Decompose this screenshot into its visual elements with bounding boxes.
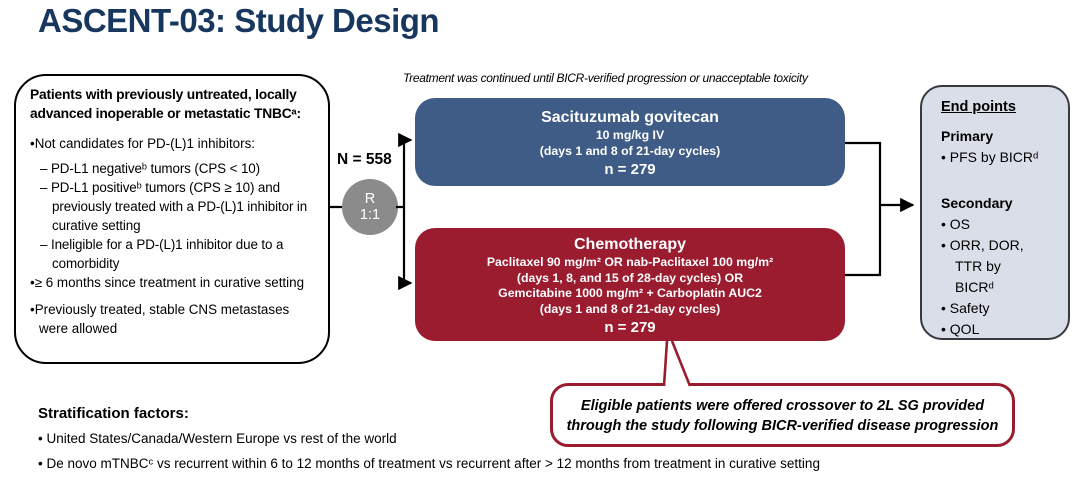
randomization-r: R bbox=[364, 191, 376, 207]
endpoint-item: • PFS by BICRᵈ bbox=[941, 149, 1039, 165]
eligibility-sub-bullet: – Ineligible for a PD-(L)1 inhibitor due… bbox=[40, 237, 284, 271]
endpoints-box: End points Primary • PFS by BICRᵈ Second… bbox=[920, 85, 1070, 340]
callout-tail-edge bbox=[662, 340, 669, 387]
chemo-arm-schedule-2: (days 1 and 8 of 21-day cycles) bbox=[539, 301, 721, 316]
chemo-arm-regimen-1: Paclitaxel 90 mg/m² OR nab-Paclitaxel 10… bbox=[486, 255, 774, 269]
stratification-item: • De novo mTNBCᶜ vs recurrent within 6 t… bbox=[38, 456, 820, 471]
chemo-arm-regimen-2: Gemcitabine 1000 mg/m² + Carboplatin AUC… bbox=[498, 286, 762, 300]
sg-arm-name: Sacituzumab govitecan bbox=[541, 109, 719, 126]
chemo-arm-schedule-1: (days 1, 8, and 15 of 28-day cycles) OR bbox=[516, 270, 744, 285]
secondary-endpoints-label: Secondary bbox=[941, 195, 1013, 211]
page-title: ASCENT-03: Study Design bbox=[38, 2, 440, 39]
endpoint-item: • Safety bbox=[941, 300, 990, 316]
chemo-arm-name: Chemotherapy bbox=[573, 236, 687, 253]
eligibility-bullet: •Not candidates for PD-(L)1 inhibitors: bbox=[30, 136, 255, 151]
eligibility-heading: Patients with previously untreated, loca… bbox=[30, 87, 301, 121]
primary-endpoints-label: Primary bbox=[941, 128, 994, 144]
connector-arms-to-endpoints bbox=[845, 141, 882, 277]
endpoint-item: • ORR, DOR, TTR by BICRᵈ bbox=[941, 237, 1024, 295]
eligibility-sub-bullet: – PD-L1 negativeᵇ tumors (CPS < 10) bbox=[40, 161, 260, 176]
randomization-circle: R 1:1 bbox=[342, 179, 398, 235]
chemo-arm-n: n = 279 bbox=[604, 319, 656, 336]
stratification-heading: Stratification factors: bbox=[38, 405, 189, 422]
chemotherapy-arm-box: Chemotherapy Paclitaxel 90 mg/m² OR nab-… bbox=[415, 228, 845, 341]
sg-arm-n: n = 279 bbox=[604, 161, 656, 178]
enrollment-n-label: N = 558 bbox=[337, 151, 392, 168]
callout-tail bbox=[664, 342, 690, 386]
sacituzumab-arm-box: Sacituzumab govitecan 10 mg/kg IV (days … bbox=[415, 98, 845, 186]
treatment-duration-note: Treatment was continued until BICR-verif… bbox=[403, 71, 808, 85]
sg-arm-schedule: (days 1 and 8 of 21-day cycles) bbox=[539, 143, 721, 158]
callout-tail-edge bbox=[670, 340, 692, 387]
endpoint-item: • QOL bbox=[941, 321, 980, 337]
endpoint-item: • OS bbox=[941, 216, 971, 232]
randomization-ratio: 1:1 bbox=[359, 207, 381, 223]
crossover-callout-line: Eligible patients were offered crossover… bbox=[580, 398, 985, 414]
endpoints-heading: End points bbox=[941, 99, 1016, 115]
sg-arm-dose: 10 mg/kg IV bbox=[595, 128, 665, 142]
eligibility-sub-bullet: – PD-L1 positiveᵇ tumors (CPS ≥ 10) and … bbox=[40, 180, 308, 233]
crossover-callout-line: through the study following BICR-verifie… bbox=[566, 418, 999, 434]
eligibility-bullet: •≥ 6 months since treatment in curative … bbox=[30, 275, 305, 290]
stratification-section: Stratification factors: • United States/… bbox=[38, 405, 820, 480]
eligibility-criteria-box: Patients with previously untreated, loca… bbox=[14, 74, 330, 364]
crossover-callout: Eligible patients were offered crossover… bbox=[550, 383, 1015, 447]
stratification-item: • United States/Canada/Western Europe vs… bbox=[38, 431, 397, 446]
eligibility-bullet: •Previously treated, stable CNS metastas… bbox=[30, 302, 290, 336]
